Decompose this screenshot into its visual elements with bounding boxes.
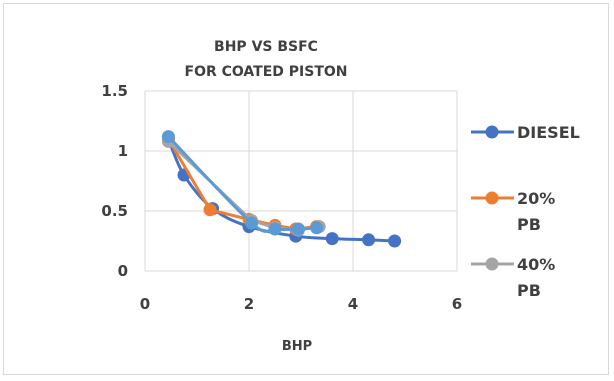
series-1-point — [388, 234, 402, 248]
chart-title: BHP VS BSFC — [214, 39, 318, 55]
legend-series-3-marker — [485, 257, 499, 271]
legend-series-1-label: DIESEL — [517, 123, 580, 142]
x-tick-label: 0 — [140, 295, 150, 313]
chart-svg: 0 0.5 1 1.5 0 2 4 6 DIESEL 20% PB 40% PB BHP VS BSF… — [101, 39, 580, 354]
series-2-point — [203, 203, 217, 217]
series-layer — [161, 130, 402, 248]
series-4-point — [245, 216, 259, 230]
legend-series-2-marker — [485, 191, 499, 205]
series-4-point — [291, 222, 305, 236]
series-1-point — [325, 232, 339, 246]
x-axis-label: BHP — [282, 339, 312, 354]
series-4-point — [310, 221, 324, 235]
legend-series-3-label: 40% — [517, 255, 555, 274]
y-tick-label: 0 — [118, 262, 128, 280]
axis-layer: 0 0.5 1 1.5 0 2 4 6 — [101, 82, 462, 313]
legend-series-2-label: 20% — [517, 189, 555, 208]
y-tick-label: 0.5 — [101, 202, 128, 220]
y-tick-label: 1.5 — [101, 82, 128, 100]
x-tick-label: 4 — [348, 295, 358, 313]
series-4-point — [268, 222, 282, 236]
chart-frame: 0 0.5 1 1.5 0 2 4 6 DIESEL 20% PB 40% PB BHP VS BSF… — [3, 3, 609, 375]
legend-series-3-label: PB — [517, 281, 541, 300]
x-tick-label: 6 — [452, 295, 462, 313]
series-4-point — [161, 130, 175, 144]
legend-series-2-label: PB — [517, 215, 541, 234]
legend-series-1-marker — [485, 125, 499, 139]
grid-layer — [144, 90, 458, 272]
chart-subtitle: FOR COATED PISTON — [185, 64, 348, 80]
y-tick-label: 1 — [118, 142, 128, 160]
series-1-point — [362, 233, 376, 247]
legend-layer: DIESEL 20% PB 40% PB — [471, 123, 580, 300]
x-tick-label: 2 — [244, 295, 254, 313]
